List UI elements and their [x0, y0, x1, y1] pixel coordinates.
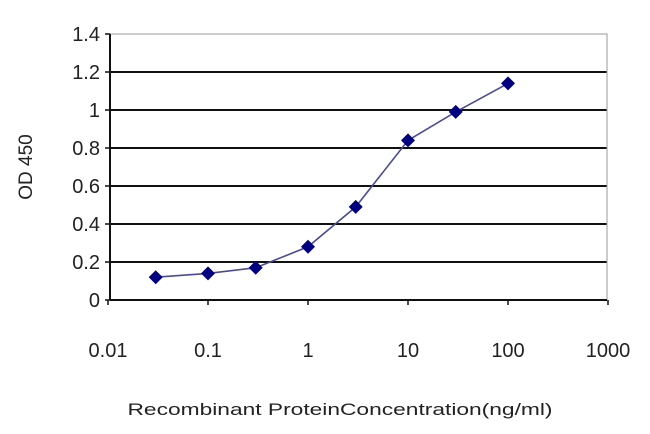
y-tick-label: 0.8: [72, 138, 100, 160]
gridlines: [110, 71, 607, 263]
x-tick-label: 1: [302, 340, 313, 362]
y-tick-label: 0.4: [72, 214, 100, 236]
x-tick-label: 1000: [586, 340, 631, 362]
data-point: [148, 270, 163, 285]
x-tick-labels: 0.01 0.1 1 10 100 1000: [89, 340, 631, 362]
series: [148, 76, 515, 285]
data-point: [348, 199, 363, 214]
y-tick-label: 1.4: [72, 24, 100, 46]
y-tick-label: 1.2: [72, 62, 100, 84]
data-point: [248, 260, 263, 275]
data-point: [501, 76, 515, 91]
y-tick-label: 0: [89, 290, 100, 312]
plot-border: [109, 33, 608, 301]
y-tick-label: 1: [89, 100, 100, 122]
axes: [105, 33, 609, 305]
data-point: [401, 133, 415, 148]
y-tick-label: 0.2: [72, 252, 100, 274]
data-point: [301, 239, 315, 254]
y-tick-label: 0.6: [72, 176, 100, 198]
x-tick-label: 0.01: [89, 340, 128, 362]
x-tick-label: 10: [397, 340, 419, 362]
x-axis-label: Recombinant ProteinConcentration(ng/ml): [128, 400, 553, 419]
data-point: [448, 104, 463, 119]
x-tick-label: 0.1: [194, 340, 222, 362]
data-point: [201, 266, 215, 281]
y-tick-labels: 0 0.2 0.4 0.6 0.8 1 1.2 1.4: [72, 24, 100, 312]
series-line: [155, 82, 509, 278]
x-tick-label: 100: [491, 340, 524, 362]
y-axis-label: OD 450: [16, 134, 37, 199]
